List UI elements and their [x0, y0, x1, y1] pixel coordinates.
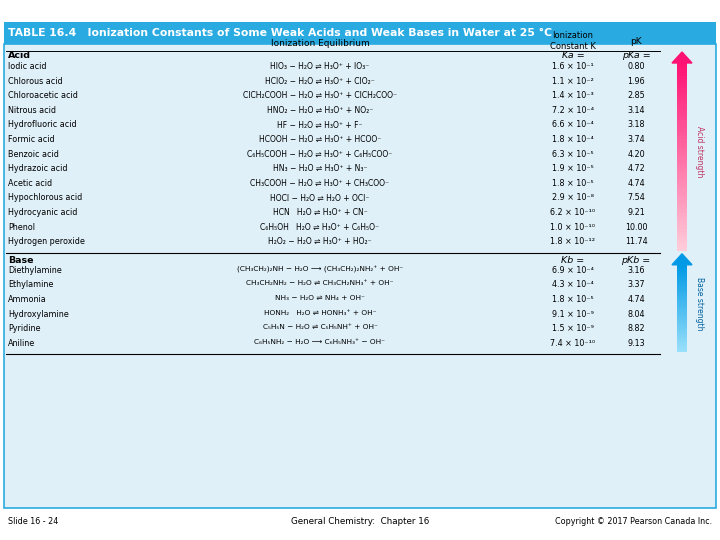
Text: 1.1 × 10⁻²: 1.1 × 10⁻²: [552, 77, 594, 86]
Text: 1.6 × 10⁻¹: 1.6 × 10⁻¹: [552, 62, 594, 71]
Text: HF − H₂O ⇌ H₃O⁺ + F⁻: HF − H₂O ⇌ H₃O⁺ + F⁻: [277, 120, 363, 130]
Text: Hydrofluoric acid: Hydrofluoric acid: [8, 120, 76, 130]
Text: Ethylamine: Ethylamine: [8, 280, 53, 289]
Text: Base: Base: [8, 256, 34, 265]
Text: C₆H₅COOH − H₂O ⇌ H₃O⁺ + C₆H₅COO⁻: C₆H₅COOH − H₂O ⇌ H₃O⁺ + C₆H₅COO⁻: [248, 150, 392, 159]
Text: Ionization
Constant K: Ionization Constant K: [550, 31, 596, 51]
Text: Chloroacetic acid: Chloroacetic acid: [8, 91, 78, 100]
Text: Copyright © 2017 Pearson Canada Inc.: Copyright © 2017 Pearson Canada Inc.: [555, 517, 712, 526]
Text: Phenol: Phenol: [8, 222, 35, 232]
Text: 4.74: 4.74: [627, 179, 645, 188]
Text: C₆H₅NH₂ − H₂O ⟶ C₆H₅NH₃⁺ − OH⁻: C₆H₅NH₂ − H₂O ⟶ C₆H₅NH₃⁺ − OH⁻: [254, 339, 385, 345]
Text: Formic acid: Formic acid: [8, 135, 55, 144]
Text: 1.8 × 10⁻¹²: 1.8 × 10⁻¹²: [551, 237, 595, 246]
Text: HIO₃ − H₂O ⇌ H₃O⁺ + IO₃⁻: HIO₃ − H₂O ⇌ H₃O⁺ + IO₃⁻: [271, 62, 369, 71]
Text: (CH₃CH₂)₂NH − H₂O ⟶ (CH₃CH₂)₂NH₂⁺ + OH⁻: (CH₃CH₂)₂NH − H₂O ⟶ (CH₃CH₂)₂NH₂⁺ + OH⁻: [237, 266, 403, 273]
Text: C₆H₅OH   H₂O ⇌ H₃O⁺ + C₆H₅O⁻: C₆H₅OH H₂O ⇌ H₃O⁺ + C₆H₅O⁻: [261, 222, 379, 232]
Text: H₂O₂ − H₂O ⇌ H₃O⁺ + HO₂⁻: H₂O₂ − H₂O ⇌ H₃O⁺ + HO₂⁻: [268, 237, 372, 246]
Text: 10.00: 10.00: [625, 222, 647, 232]
Text: pKa =: pKa =: [621, 51, 650, 60]
Text: Kb =: Kb =: [562, 256, 585, 265]
Text: General Chemistry:  Chapter 16: General Chemistry: Chapter 16: [291, 517, 429, 526]
Text: Hypochlorous acid: Hypochlorous acid: [8, 193, 82, 202]
Text: C₅H₅N − H₂O ⇌ C₅H₅NH⁺ + OH⁻: C₅H₅N − H₂O ⇌ C₅H₅NH⁺ + OH⁻: [263, 324, 377, 330]
Text: Pyridine: Pyridine: [8, 324, 40, 333]
Text: 0.80: 0.80: [627, 62, 644, 71]
Text: 7.54: 7.54: [627, 193, 645, 202]
Text: HClO₂ − H₂O ⇌ H₃O⁺ + ClO₂⁻: HClO₂ − H₂O ⇌ H₃O⁺ + ClO₂⁻: [265, 77, 375, 86]
Text: Aniline: Aniline: [8, 339, 35, 348]
Text: 4.20: 4.20: [627, 150, 645, 159]
Text: 6.2 × 10⁻¹⁰: 6.2 × 10⁻¹⁰: [550, 208, 595, 217]
Text: 1.8 × 10⁻⁴: 1.8 × 10⁻⁴: [552, 135, 594, 144]
Bar: [4, 44, 716, 508]
Text: 1.96: 1.96: [627, 77, 645, 86]
Text: Base strength: Base strength: [695, 277, 704, 330]
Text: 9.13: 9.13: [627, 339, 645, 348]
Text: CH₃COOH − H₂O ⇌ H₃O⁺ + CH₃COO⁻: CH₃COOH − H₂O ⇌ H₃O⁺ + CH₃COO⁻: [251, 179, 390, 188]
Text: CH₃CH₂NH₂ − H₂O ⇌ CH₃CH₂NH₃⁺ + OH⁻: CH₃CH₂NH₂ − H₂O ⇌ CH₃CH₂NH₃⁺ + OH⁻: [246, 280, 394, 286]
Text: 9.1 × 10⁻⁹: 9.1 × 10⁻⁹: [552, 309, 594, 319]
Text: HN₃ − H₂O ⇌ H₃O⁺ + N₃⁻: HN₃ − H₂O ⇌ H₃O⁺ + N₃⁻: [273, 164, 367, 173]
Text: 8.04: 8.04: [627, 309, 644, 319]
Text: Chlorous acid: Chlorous acid: [8, 77, 63, 86]
Text: 6.3 × 10⁻⁵: 6.3 × 10⁻⁵: [552, 150, 594, 159]
Text: TABLE 16.4   Ionization Constants of Some Weak Acids and Weak Bases in Water at : TABLE 16.4 Ionization Constants of Some …: [8, 28, 552, 38]
Text: 1.8 × 10⁻⁵: 1.8 × 10⁻⁵: [552, 295, 594, 304]
Text: Diethylamine: Diethylamine: [8, 266, 62, 275]
Text: 1.4 × 10⁻³: 1.4 × 10⁻³: [552, 91, 594, 100]
Text: 2.85: 2.85: [627, 91, 645, 100]
Text: 9.21: 9.21: [627, 208, 645, 217]
Text: 1.5 × 10⁻⁹: 1.5 × 10⁻⁹: [552, 324, 594, 333]
Text: 4.72: 4.72: [627, 164, 645, 173]
Bar: [4, 22, 716, 44]
Text: HONH₂   H₂O ⇌ HONH₃⁺ + OH⁻: HONH₂ H₂O ⇌ HONH₃⁺ + OH⁻: [264, 309, 377, 315]
Text: 3.37: 3.37: [627, 280, 645, 289]
Text: Hydrazoic acid: Hydrazoic acid: [8, 164, 68, 173]
Text: 7.4 × 10⁻¹⁰: 7.4 × 10⁻¹⁰: [550, 339, 595, 348]
Text: Nitrous acid: Nitrous acid: [8, 106, 56, 115]
Text: 8.82: 8.82: [627, 324, 645, 333]
Text: 11.74: 11.74: [625, 237, 647, 246]
Text: NH₃ − H₂O ⇌ NH₄ + OH⁻: NH₃ − H₂O ⇌ NH₄ + OH⁻: [275, 295, 365, 301]
Text: 3.16: 3.16: [627, 266, 644, 275]
Text: 4.3 × 10⁻⁴: 4.3 × 10⁻⁴: [552, 280, 594, 289]
Text: 6.9 × 10⁻⁴: 6.9 × 10⁻⁴: [552, 266, 594, 275]
Text: Hydrocyanic acid: Hydrocyanic acid: [8, 208, 77, 217]
Text: 1.0 × 10⁻¹⁰: 1.0 × 10⁻¹⁰: [551, 222, 595, 232]
Text: Acid: Acid: [8, 51, 31, 60]
Text: HCN   H₂O ⇌ H₃O⁺ + CN⁻: HCN H₂O ⇌ H₃O⁺ + CN⁻: [273, 208, 367, 217]
Text: pK: pK: [630, 37, 642, 45]
Text: Ka =: Ka =: [562, 51, 585, 60]
Text: 3.74: 3.74: [627, 135, 645, 144]
Text: Acetic acid: Acetic acid: [8, 179, 52, 188]
Text: 1.9 × 10⁻⁵: 1.9 × 10⁻⁵: [552, 164, 594, 173]
Text: HOCl − H₂O ⇌ H₂O + OCl⁻: HOCl − H₂O ⇌ H₂O + OCl⁻: [270, 193, 369, 202]
Text: ClCH₂COOH − H₂O ⇌ H₃O⁺ + ClCH₂COO⁻: ClCH₂COOH − H₂O ⇌ H₃O⁺ + ClCH₂COO⁻: [243, 91, 397, 100]
Text: Benzoic acid: Benzoic acid: [8, 150, 59, 159]
Polygon shape: [672, 254, 692, 265]
Text: Ionization Equilibrium: Ionization Equilibrium: [271, 38, 369, 48]
Text: Acid strength: Acid strength: [695, 126, 704, 178]
Text: 4.74: 4.74: [627, 295, 645, 304]
Text: 1.8 × 10⁻⁵: 1.8 × 10⁻⁵: [552, 179, 594, 188]
Text: 3.14: 3.14: [627, 106, 644, 115]
Text: HNO₂ − H₂O ⇌ H₃O⁺ + NO₂⁻: HNO₂ − H₂O ⇌ H₃O⁺ + NO₂⁻: [267, 106, 373, 115]
Text: Slide 16 - 24: Slide 16 - 24: [8, 517, 58, 526]
Text: 3.18: 3.18: [627, 120, 644, 130]
Text: 7.2 × 10⁻⁴: 7.2 × 10⁻⁴: [552, 106, 594, 115]
Text: pKb =: pKb =: [621, 256, 651, 265]
Text: 6.6 × 10⁻⁴: 6.6 × 10⁻⁴: [552, 120, 594, 130]
Text: Ammonia: Ammonia: [8, 295, 47, 304]
Text: Hydroxylamine: Hydroxylamine: [8, 309, 68, 319]
Text: HCOOH − H₂O ⇌ H₃O⁺ + HCOO⁻: HCOOH − H₂O ⇌ H₃O⁺ + HCOO⁻: [259, 135, 381, 144]
Text: Iodic acid: Iodic acid: [8, 62, 47, 71]
Text: 2.9 × 10⁻⁸: 2.9 × 10⁻⁸: [552, 193, 594, 202]
Text: Hydrogen peroxide: Hydrogen peroxide: [8, 237, 85, 246]
Polygon shape: [672, 52, 692, 63]
